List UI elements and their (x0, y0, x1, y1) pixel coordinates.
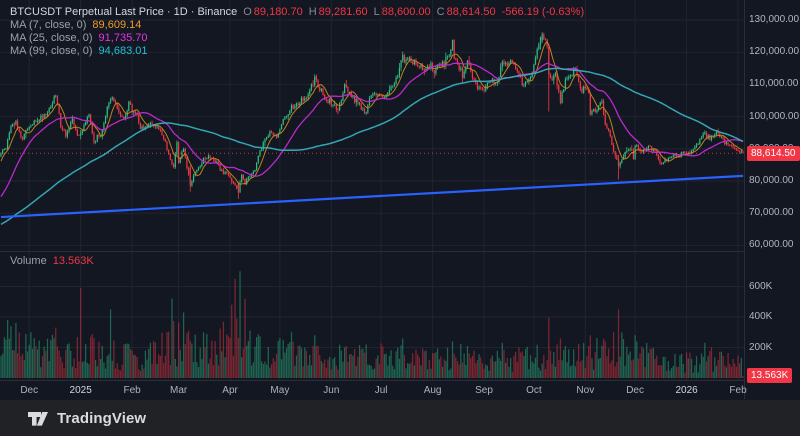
time-tick-month: Jul (374, 385, 388, 396)
ohlc-close: C 88,614.50 (436, 6, 496, 18)
price-tick-label: 120,000.00 (749, 46, 800, 58)
ohlc-low: L 88,600.00 (373, 6, 431, 18)
price-change: -566.19 (-0.63%) (501, 6, 585, 18)
price-tick-label: 110,000.00 (749, 78, 799, 90)
ohlc-high: H 89,281.60 (308, 6, 368, 18)
tradingview-logo-icon (28, 412, 48, 426)
time-tick-month: Nov (576, 385, 595, 396)
time-tick-month: Feb (729, 385, 747, 396)
time-tick-month: May (270, 385, 290, 396)
time-tick-month: Oct (526, 385, 542, 396)
indicator-row-ma7[interactable]: MA (7, close, 0) 89,609.14 (10, 19, 142, 31)
last-price-badge: 88,614.50 (747, 145, 800, 161)
volume-tick-label: 600K (749, 280, 773, 292)
chart-legend: BTCUSDT Perpetual Last Price · 1D · Bina… (10, 6, 584, 58)
indicator-row-ma25[interactable]: MA (25, close, 0) 91,735.70 (10, 32, 148, 44)
volume-tick-label: 400K (749, 311, 773, 322)
tradingview-logo-text: TradingView (57, 410, 147, 427)
candlestick-chart-canvas[interactable] (0, 0, 800, 399)
chart-region: BTCUSDT Perpetual Last Price · 1D · Bina… (0, 0, 800, 399)
symbol-legend-row[interactable]: BTCUSDT Perpetual Last Price · 1D · Bina… (10, 6, 584, 19)
volume-legend-row[interactable]: Volume 13.563K (10, 255, 94, 268)
time-tick-month: Feb (123, 385, 141, 396)
last-volume-badge: 13.563K (747, 368, 793, 384)
time-axis[interactable]: Dec 2025 Feb Mar Apr May Jun Jul Aug Sep Oct Nov Dec… (0, 382, 746, 399)
ohlc-open: O 89,180.70 (243, 6, 303, 18)
tradingview-logo[interactable]: TradingView (27, 410, 146, 427)
bottom-toolbar: TradingView (0, 399, 800, 436)
time-tick-month: Mar (169, 385, 188, 396)
price-tick-label: 100,000.00 (749, 110, 800, 122)
time-tick-month: Sep (475, 385, 493, 396)
volume-value: 13.563K (52, 255, 94, 267)
time-tick-month: Jun (323, 385, 340, 396)
volume-label: Volume (10, 255, 47, 267)
price-tick-label: 80,000.00 (749, 175, 794, 186)
time-tick-month: Dec (626, 385, 644, 396)
time-tick-month: Apr (222, 385, 238, 396)
price-tick-label: 130,000.00 (749, 14, 800, 25)
price-tick-label: 70,000.00 (749, 207, 794, 219)
volume-tick-label: 200K (749, 341, 773, 353)
time-tick-month: Dec (20, 385, 39, 396)
time-tick-month: Aug (423, 385, 442, 396)
indicator-row-ma99[interactable]: MA (99, close, 0) 94,683.01 (10, 45, 148, 57)
price-axis[interactable]: 130,000.00 120,000.00 110,000.00 100,000.00… (745, 0, 800, 384)
symbol-title: BTCUSDT Perpetual Last Price · 1D · Bina… (10, 6, 238, 18)
time-tick-year: 2026 (675, 385, 698, 396)
price-tick-label: 60,000.00 (749, 239, 794, 251)
time-tick-year: 2025 (69, 385, 92, 396)
